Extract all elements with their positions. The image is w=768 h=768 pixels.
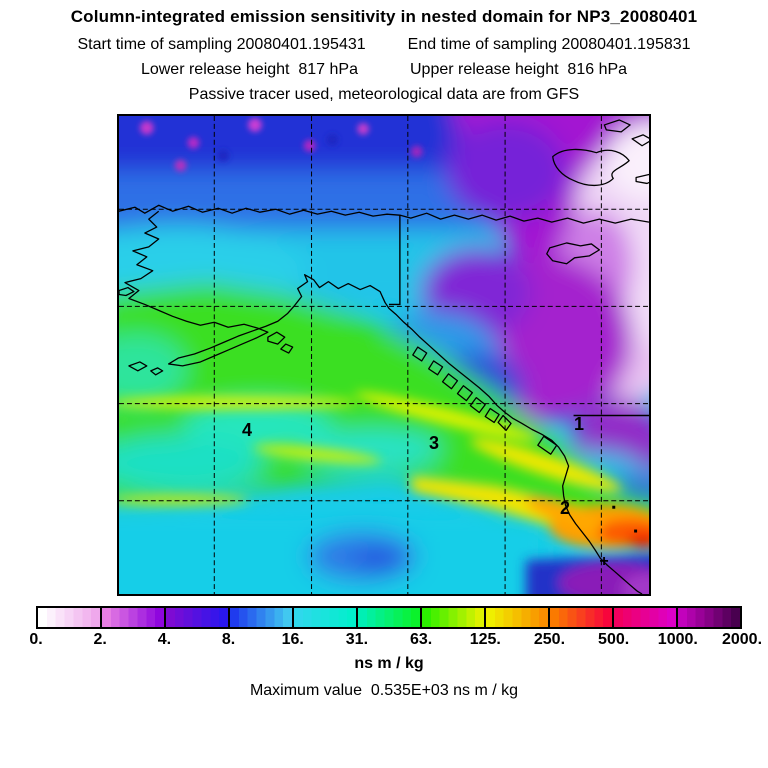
colorbar-segment-1 xyxy=(102,608,166,627)
coastline xyxy=(119,119,649,594)
latlon-gridlines xyxy=(119,116,649,594)
colorbar-tick-11: 2000. xyxy=(721,631,763,648)
colorbar-segment-4 xyxy=(294,608,358,627)
colorbar-segment-2 xyxy=(166,608,230,627)
colorbar-tick-4: 16. xyxy=(281,631,304,648)
colorbar-tick-3: 8. xyxy=(221,631,236,648)
figure-title: Column-integrated emission sensitivity i… xyxy=(70,7,698,26)
colorbar-segment-7 xyxy=(486,608,550,627)
tracer-note-text: Passive tracer used, meteorological data… xyxy=(188,86,580,103)
political-borders xyxy=(388,215,649,417)
colorbar-tick-labels: 0. 2. 4. 8. 16. 31. 63. 125. 250. 500. 1000. 2000. xyxy=(29,631,762,651)
colorbar-segment-8 xyxy=(550,608,614,627)
max-value-line: Maximum value 0.535E+03 ns m / kg xyxy=(0,682,768,700)
colorbar-segment-9 xyxy=(614,608,678,627)
colorbar-segment-5 xyxy=(358,608,422,627)
colorbar-tick-5: 31. xyxy=(345,631,369,648)
colorbar-segment-6 xyxy=(422,608,486,627)
tracer-note-line: Passive tracer used, meteorological data… xyxy=(0,86,768,104)
colorbar-tick-0: 0. xyxy=(29,631,43,648)
lower-release-text: Lower release height 817 hPa xyxy=(140,61,358,78)
colorbar-tick-1: 2. xyxy=(93,631,107,648)
map-dots xyxy=(612,505,638,533)
colorbar-tick-8: 250. xyxy=(533,631,566,648)
end-time-text: End time of sampling 20080401.195831 xyxy=(407,36,691,53)
trajectory-marker-1: 1 xyxy=(573,414,585,434)
colorbar-segment-0 xyxy=(38,608,102,627)
plume-core-streaks xyxy=(119,392,649,594)
sampling-time-line: Start time of sampling 20080401.195431 E… xyxy=(0,36,768,54)
colorbar-segment-10 xyxy=(678,608,740,627)
release-point-marker: + xyxy=(599,553,609,570)
colorbar-tick-2: 4. xyxy=(157,631,172,648)
start-time-text: Start time of sampling 20080401.195431 xyxy=(77,36,366,53)
colorbar xyxy=(36,606,742,629)
upper-release-text: Upper release height 816 hPa xyxy=(410,61,628,78)
trajectory-marker-4: 4 xyxy=(241,420,253,440)
release-height-line: Lower release height 817 hPa Upper relea… xyxy=(0,61,768,79)
max-value-text: Maximum value 0.535E+03 ns m / kg xyxy=(249,682,519,699)
colorbar-segment-3 xyxy=(230,608,294,627)
colorbar-tick-9: 500. xyxy=(598,631,630,648)
colorbar-tick-10: 1000. xyxy=(657,631,698,648)
sensitivity-field-soft xyxy=(119,116,649,594)
map-raster xyxy=(119,116,649,594)
top-band-speckles xyxy=(139,117,423,172)
colorbar-units: ns m / kg xyxy=(354,655,424,672)
trajectory-marker-3: 3 xyxy=(428,433,440,453)
colorbar-tick-7: 125. xyxy=(469,631,501,648)
colorbar-tick-6: 63. xyxy=(409,631,433,648)
map-panel: 1 2 3 4 + xyxy=(117,114,651,596)
trajectory-marker-2: 2 xyxy=(559,498,571,518)
